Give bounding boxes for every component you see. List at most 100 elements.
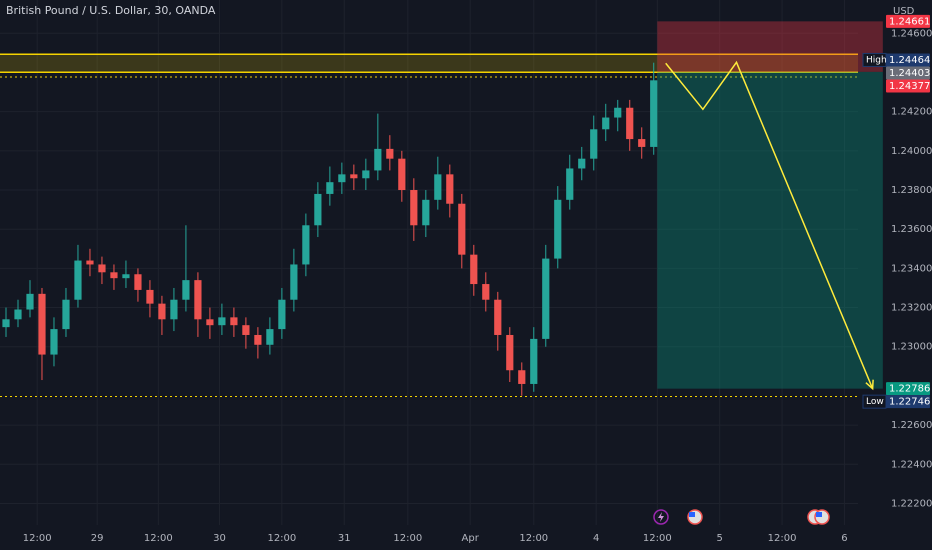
target-zone xyxy=(657,71,883,389)
candle-body xyxy=(194,280,202,320)
y-tick-label: 1.22400 xyxy=(891,459,932,470)
x-tick-label: 12:00 xyxy=(144,533,173,544)
candle-body xyxy=(230,317,238,326)
candle-body xyxy=(50,329,58,355)
candle-body xyxy=(134,274,142,290)
event-icon-glyph xyxy=(816,512,822,517)
event-icons xyxy=(653,509,830,525)
candle-body xyxy=(362,170,370,179)
y-tick-label: 1.22600 xyxy=(891,420,932,431)
y-tick-label: 1.23800 xyxy=(891,185,932,196)
x-tick-label: 29 xyxy=(91,533,104,544)
x-tick-label: 12:00 xyxy=(23,533,52,544)
y-tick-label: 1.24200 xyxy=(891,107,932,118)
currency: USD xyxy=(893,6,915,17)
price-tag xyxy=(862,394,887,409)
x-tick-label: 12:00 xyxy=(643,533,672,544)
candle-body xyxy=(410,190,418,226)
x-tick-label: 5 xyxy=(717,533,723,544)
candle-body xyxy=(374,148,382,171)
event-icon-glyph xyxy=(658,512,664,522)
price-badge-label: 1.22786 xyxy=(889,384,930,395)
candle-body xyxy=(590,129,598,159)
x-tick-label: Apr xyxy=(462,533,480,544)
grid xyxy=(0,0,858,525)
x-tick-label: 4 xyxy=(593,533,599,544)
x-tick-label: 30 xyxy=(213,533,226,544)
candle-body xyxy=(530,338,538,384)
candle-body xyxy=(446,174,454,204)
x-tick-label: 12:00 xyxy=(519,533,548,544)
candle-body xyxy=(602,117,610,130)
candle-body xyxy=(554,199,562,259)
candle-body xyxy=(470,254,478,285)
event-icon[interactable] xyxy=(653,509,669,525)
candle-body xyxy=(506,334,514,371)
candle-body xyxy=(14,309,22,320)
candle-body xyxy=(122,274,130,279)
candle-body xyxy=(638,139,646,147)
price-badge xyxy=(886,53,930,67)
price-badge-label: 1.24403 xyxy=(889,68,930,79)
price-tag-label: High xyxy=(866,55,887,65)
candle-body xyxy=(278,299,286,330)
price-badge-label: 1.24377 xyxy=(889,81,930,92)
candle-body xyxy=(98,264,106,273)
y-tick-label: 1.24600 xyxy=(891,28,932,39)
candle-body xyxy=(158,303,166,320)
stop-zone xyxy=(657,21,883,72)
candle-body xyxy=(458,203,466,255)
candle-body xyxy=(626,107,634,140)
candle-body xyxy=(482,284,490,300)
projection-arrowhead xyxy=(865,379,874,391)
plot xyxy=(0,21,883,397)
candle-body xyxy=(578,158,586,169)
candle-body xyxy=(434,174,442,200)
candle-body xyxy=(302,225,310,265)
candle-body xyxy=(398,158,406,191)
candle-body xyxy=(218,317,226,326)
candle-body xyxy=(110,272,118,279)
price-axis: 1.24600 1.24200 1.24000 1.23800 1.23600 1.234… xyxy=(23,14,932,544)
zone xyxy=(0,54,858,73)
y-tick-label: 1.23400 xyxy=(891,263,932,274)
price-badge xyxy=(886,14,930,28)
y-tick-label: 1.24000 xyxy=(891,146,932,157)
candle-body xyxy=(74,260,82,300)
candle-body xyxy=(86,260,94,265)
x-tick-label: 12:00 xyxy=(393,533,422,544)
event-icon-glyph xyxy=(689,512,695,517)
x-tick-label: 31 xyxy=(338,533,351,544)
candle-body xyxy=(254,334,262,345)
projection xyxy=(665,60,874,389)
x-tick-label: 12:00 xyxy=(768,533,797,544)
candle-body xyxy=(62,299,70,330)
candle-body xyxy=(146,289,154,304)
y-tick-label: 1.23000 xyxy=(891,342,932,353)
candle-body xyxy=(518,370,526,384)
y-tick-label: 1.23600 xyxy=(891,224,932,235)
candle-body xyxy=(26,293,34,310)
candle-body xyxy=(350,174,358,179)
candle-body xyxy=(266,329,274,345)
candle-body xyxy=(338,174,346,183)
price-badge xyxy=(886,79,930,93)
candle-body xyxy=(314,193,322,226)
x-tick-label: 12:00 xyxy=(267,533,296,544)
candle-body xyxy=(182,280,190,300)
candle-body xyxy=(170,299,178,320)
price-tag xyxy=(862,52,887,67)
candle-body xyxy=(566,168,574,200)
price-badge-label: 1.24464 xyxy=(889,55,930,66)
candle-body xyxy=(422,199,430,226)
candle-body xyxy=(206,319,214,326)
candle-body xyxy=(650,80,658,147)
candle-body xyxy=(290,264,298,300)
price-badge-label: 1.22746 xyxy=(889,397,930,408)
candle-body xyxy=(38,293,46,355)
candle-body xyxy=(542,258,550,339)
price-badge xyxy=(886,66,930,80)
candle-body xyxy=(386,148,394,159)
